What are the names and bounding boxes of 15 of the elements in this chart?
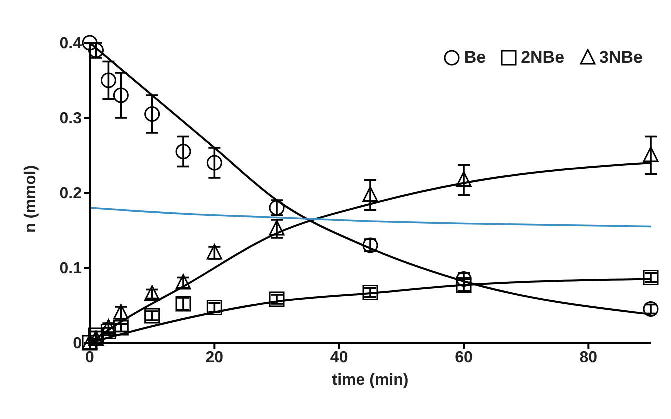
y-tick-label: 0 bbox=[73, 336, 82, 353]
x-tick-label: 20 bbox=[206, 349, 224, 366]
x-tick-label: 0 bbox=[86, 349, 95, 366]
x-tick-label: 60 bbox=[455, 349, 473, 366]
x-tick-label: 40 bbox=[330, 349, 348, 366]
legend-label: 3NBe bbox=[600, 48, 643, 68]
x-tick-label: 80 bbox=[580, 349, 598, 366]
y-tick-label: 0.1 bbox=[60, 260, 82, 278]
y-tick-label: 0.4 bbox=[60, 36, 82, 53]
y-tick-label: 0.3 bbox=[60, 110, 82, 128]
legend-label: 2NBe bbox=[521, 48, 565, 68]
x-axis-title: time (min) bbox=[332, 372, 409, 389]
legend-label: Be bbox=[464, 48, 486, 68]
y-axis-title: n (mmol) bbox=[22, 165, 40, 233]
y-tick-label: 0.2 bbox=[60, 186, 82, 203]
